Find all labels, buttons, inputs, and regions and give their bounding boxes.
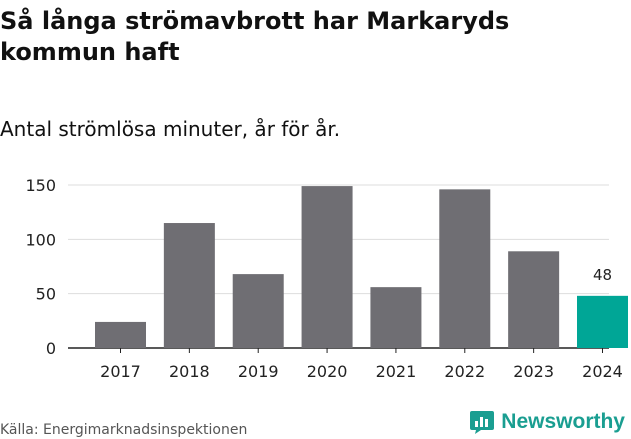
y-tick-label: 100 (25, 230, 56, 249)
x-tick-label: 2018 (169, 362, 210, 381)
x-tick-label: 2021 (376, 362, 417, 381)
bar-2018 (163, 223, 215, 348)
x-tick-label: 2017 (100, 362, 141, 381)
x-tick-label: 2022 (444, 362, 485, 381)
bar-2021 (370, 287, 422, 348)
chart-title: Så långa strömavbrott har Markaryds komm… (0, 7, 510, 66)
x-tick-label: 2019 (238, 362, 279, 381)
bar-2022 (439, 189, 491, 348)
bar-2024 (577, 295, 628, 348)
bar-2020 (301, 186, 353, 348)
data-label: 48 (593, 266, 612, 284)
bar-2017 (95, 321, 146, 348)
x-tick-label: 2020 (307, 362, 348, 381)
newsworthy-logo-icon (470, 411, 495, 434)
y-tick-label: 150 (25, 176, 56, 195)
y-tick-label: 0 (46, 339, 56, 358)
newsworthy-logo: Newsworthy (469, 408, 625, 436)
x-tick-label: 2024 (582, 362, 623, 381)
chart-subtitle: Antal strömlösa minuter, år för år. (0, 117, 341, 141)
source-note: Källa: Energimarknadsinspektionen (0, 422, 248, 438)
x-tick-label: 2023 (513, 362, 554, 381)
bar-2023 (508, 251, 560, 348)
bar-2019 (232, 274, 284, 348)
bar-chart: 0 50 100 150 2017 2018 2019 2020 2021 2022 2023 202… (25, 176, 628, 381)
logo-text: Newsworthy (501, 410, 625, 433)
y-tick-label: 50 (36, 285, 56, 304)
